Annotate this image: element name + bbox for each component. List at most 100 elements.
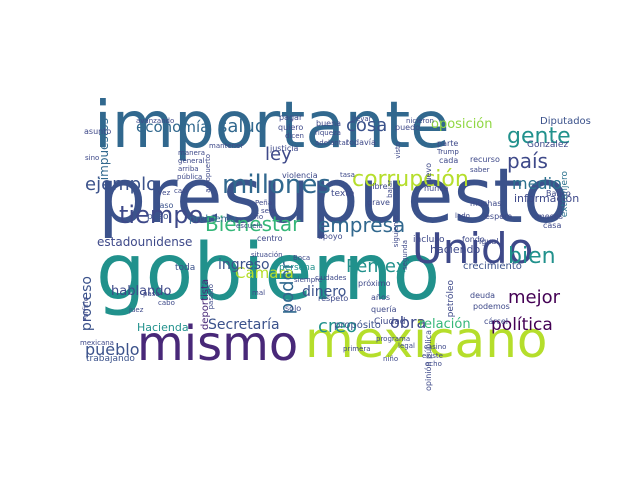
cloud-word: mismo bbox=[137, 316, 299, 372]
cloud-word: existe bbox=[422, 352, 443, 360]
cloud-word: pública bbox=[177, 173, 203, 181]
cloud-word: dinero bbox=[302, 284, 347, 300]
cloud-word: niño bbox=[383, 355, 399, 363]
cloud-word: dicen bbox=[285, 132, 304, 140]
cloud-word: país bbox=[507, 149, 548, 173]
cloud-word: nunca bbox=[424, 184, 449, 193]
cloud-word: cárcel bbox=[484, 317, 508, 326]
cloud-word: Paso bbox=[155, 201, 174, 210]
cloud-word: arriba bbox=[178, 165, 199, 173]
cloud-word: casa bbox=[543, 221, 562, 230]
cloud-word: ocho bbox=[425, 360, 442, 368]
cloud-word: millones bbox=[222, 170, 331, 200]
cloud-word: ingreso bbox=[218, 257, 270, 273]
cloud-word: cabo bbox=[158, 299, 175, 307]
cloud-word: Pemex bbox=[346, 256, 407, 277]
cloud-word: salud bbox=[218, 116, 267, 137]
cloud-word: espero bbox=[485, 212, 513, 221]
cloud-word: todavía bbox=[346, 138, 376, 147]
cloud-word: tiempo bbox=[119, 201, 204, 229]
cloud-word: años bbox=[371, 293, 391, 302]
cloud-word: aeropuerto bbox=[204, 154, 212, 193]
cloud-word: Cámara bbox=[235, 264, 294, 282]
cloud-word: lado bbox=[455, 212, 470, 220]
cloud-word: violencia bbox=[282, 171, 318, 180]
cloud-word: pasa bbox=[143, 290, 160, 298]
cloud-word: cada bbox=[439, 156, 459, 165]
cloud-word: economía bbox=[136, 118, 210, 136]
cloud-word: empresa bbox=[318, 213, 406, 237]
cloud-word: puedo bbox=[395, 123, 421, 132]
cloud-word: bajar bbox=[386, 180, 394, 198]
cloud-word: casi bbox=[174, 187, 188, 195]
cloud-word: Bienestar bbox=[205, 212, 301, 236]
cloud-word: Porfirio bbox=[82, 297, 90, 322]
cloud-word: importante bbox=[94, 89, 450, 163]
cloud-word: sino bbox=[85, 154, 100, 162]
cloud-word: estadounidense bbox=[97, 235, 193, 249]
cloud-word: mexicano bbox=[305, 311, 548, 369]
cloud-word: petróleo bbox=[446, 280, 456, 318]
cloud-word: río bbox=[254, 213, 264, 221]
cloud-word: tasa bbox=[340, 171, 355, 179]
cloud-word: propósito bbox=[334, 320, 381, 331]
cloud-word: nuevo bbox=[424, 163, 433, 188]
cloud-word: ciudades bbox=[315, 274, 347, 282]
cloud-word: Banco bbox=[546, 189, 571, 198]
cloud-word: adelantar bbox=[315, 139, 349, 147]
cloud-word: próximo bbox=[358, 279, 391, 288]
cloud-word: Hacienda bbox=[137, 321, 189, 334]
cloud-word: Unido bbox=[412, 224, 534, 273]
cloud-word: escuela bbox=[236, 222, 263, 230]
cloud-word: oposición bbox=[431, 117, 493, 132]
cloud-word: saber bbox=[470, 166, 490, 174]
cloud-word: texto bbox=[331, 189, 355, 199]
cloud-word: toda bbox=[175, 263, 196, 273]
cloud-word: bien bbox=[508, 244, 556, 269]
cloud-word: incluso bbox=[413, 235, 445, 245]
cloud-word: seis bbox=[261, 207, 275, 215]
cloud-word: Ciudad bbox=[374, 317, 406, 327]
cloud-word: ejemplo bbox=[85, 174, 158, 195]
cloud-word: nicieron bbox=[406, 117, 434, 125]
cloud-word: cosa bbox=[346, 115, 388, 136]
cloud-word: gente bbox=[507, 124, 571, 149]
cloud-word: avanzando bbox=[136, 117, 175, 125]
cloud-word: medio bbox=[512, 174, 562, 193]
cloud-word: meses bbox=[537, 212, 563, 221]
cloud-word: peso bbox=[147, 212, 169, 222]
cloud-word: quiero bbox=[278, 123, 304, 132]
cloud-word: situación bbox=[251, 251, 283, 259]
cloud-word: visto bbox=[394, 142, 402, 159]
cloud-word: parte bbox=[437, 139, 459, 148]
cloud-word: gobierno bbox=[96, 228, 441, 318]
cloud-word: ley bbox=[265, 144, 292, 165]
cloud-word: mejor bbox=[508, 287, 561, 308]
cloud-word: segunda bbox=[401, 240, 409, 271]
cloud-word: creo bbox=[318, 316, 357, 337]
cloud-word: pagar bbox=[279, 113, 303, 122]
cloud-word: podemos bbox=[473, 302, 510, 311]
cloud-word: legal bbox=[398, 342, 415, 350]
cloud-word: presupuesto bbox=[98, 151, 570, 240]
cloud-word: general bbox=[178, 157, 205, 165]
cloud-word: vez bbox=[158, 189, 171, 197]
cloud-word: pueblo bbox=[85, 340, 140, 359]
cloud-word: grave bbox=[367, 198, 390, 207]
cloud-word: muchas bbox=[470, 199, 502, 208]
cloud-word: casino bbox=[424, 343, 447, 351]
cloud-word: recurso bbox=[470, 155, 500, 164]
cloud-word: riqueza bbox=[315, 129, 341, 137]
cloud-word: respeto bbox=[318, 294, 349, 303]
cloud-word: llevar bbox=[352, 115, 372, 123]
cloud-word: haciendo bbox=[430, 243, 481, 256]
cloud-word: libre bbox=[370, 182, 388, 191]
cloud-word: persona bbox=[279, 263, 316, 273]
cloud-word: apoyo bbox=[318, 232, 343, 241]
cloud-word: deuda bbox=[470, 291, 496, 300]
cloud-word: Diputados bbox=[540, 116, 591, 127]
cloud-word: política bbox=[491, 315, 553, 335]
cloud-word: González bbox=[527, 140, 569, 150]
cloud-word: relación bbox=[419, 317, 471, 332]
